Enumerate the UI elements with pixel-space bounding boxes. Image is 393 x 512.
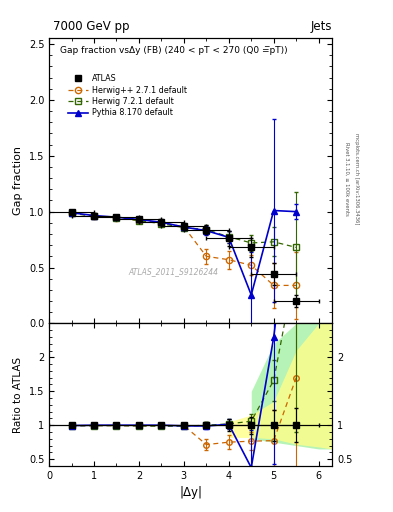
- Text: mcplots.cern.ch [arXiv:1306.3436]: mcplots.cern.ch [arXiv:1306.3436]: [354, 134, 359, 225]
- Text: Jets: Jets: [310, 20, 332, 33]
- Text: ATLAS_2011_S9126244: ATLAS_2011_S9126244: [129, 268, 219, 276]
- Y-axis label: Ratio to ATLAS: Ratio to ATLAS: [13, 356, 23, 433]
- Text: Gap fraction vsΔy (FB) (240 < pT < 270 (Q0 =̅pT)): Gap fraction vsΔy (FB) (240 < pT < 270 (…: [61, 46, 288, 54]
- Text: Rivet 3.1.10, ≥ 100k events: Rivet 3.1.10, ≥ 100k events: [344, 142, 349, 216]
- Text: 7000 GeV pp: 7000 GeV pp: [53, 20, 130, 33]
- X-axis label: |Δy|: |Δy|: [179, 486, 202, 499]
- Y-axis label: Gap fraction: Gap fraction: [13, 146, 23, 216]
- Legend: ATLAS, Herwig++ 2.7.1 default, Herwig 7.2.1 default, Pythia 8.170 default: ATLAS, Herwig++ 2.7.1 default, Herwig 7.…: [64, 71, 190, 121]
